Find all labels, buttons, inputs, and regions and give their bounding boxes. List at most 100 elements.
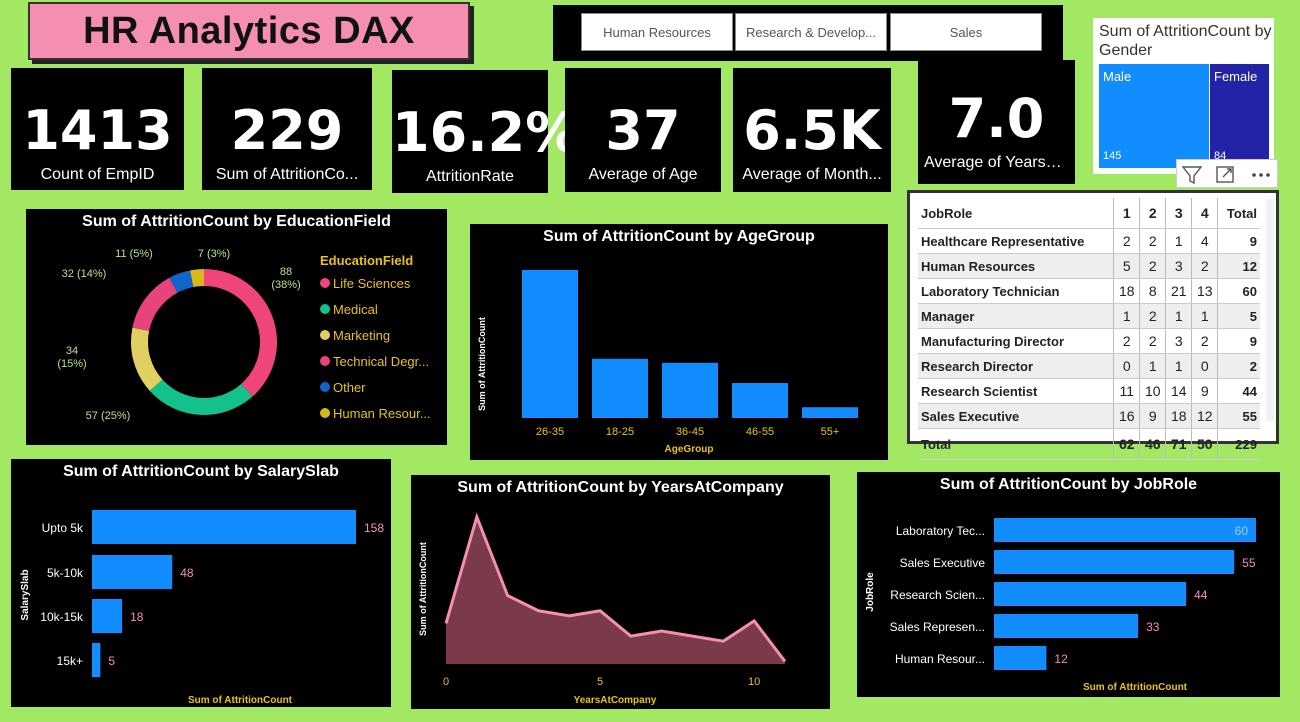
bar-data-label: 18 bbox=[130, 610, 144, 624]
matrix-cell: 2 bbox=[1191, 328, 1218, 354]
salaryslab-chart: Sum of AttritionCount by SalarySlab 158 U… bbox=[11, 459, 391, 707]
matrix-cell: 55 bbox=[1217, 403, 1260, 429]
donut-data-label: 88 (38%) bbox=[271, 266, 300, 291]
area-fill bbox=[446, 517, 785, 664]
gender-tile-female[interactable]: Female 84 bbox=[1210, 64, 1269, 168]
gender-chart-title: Sum of AttritionCount by Gender bbox=[1099, 23, 1272, 59]
y-tick-label: Upto 5k bbox=[42, 521, 84, 535]
slicer-button-human-resources[interactable]: Human Resources bbox=[581, 13, 733, 51]
jobrole-bar bbox=[994, 646, 1047, 670]
age-bar bbox=[662, 362, 718, 418]
matrix-cell: 2 bbox=[1191, 253, 1218, 279]
matrix-cell: 46 bbox=[1139, 428, 1166, 460]
years-at-company-chart: Sum of AttritionCount by YearsAtCompany … bbox=[411, 475, 830, 709]
matrix-row[interactable]: Laboratory Technician 18 8 21 13 60 bbox=[918, 278, 1260, 304]
bar-data-label: 12 bbox=[1054, 652, 1068, 666]
salaryslab-bar-svg: 158 Upto 5k 48 5k-10k 18 10k-15k 5 15k+ Sum of A… bbox=[20, 510, 384, 706]
kpi-card-average-years: 7.0 Average of YearsA... bbox=[918, 60, 1075, 184]
age-bar bbox=[522, 270, 578, 418]
matrix-cell: 11 bbox=[1113, 378, 1140, 404]
matrix-cell: 16 bbox=[1113, 403, 1140, 429]
visual-header-toolbar bbox=[1176, 159, 1278, 188]
bar-data-label: 60 bbox=[1235, 524, 1249, 538]
age-bar bbox=[592, 358, 648, 418]
y-tick-label: 10k-15k bbox=[40, 610, 84, 624]
matrix-cell: 1 bbox=[1165, 353, 1192, 379]
donut-slice bbox=[204, 269, 277, 397]
matrix-cell: 2 bbox=[1113, 328, 1140, 354]
matrix-cell: 62 bbox=[1113, 428, 1140, 460]
bar-data-label: 158 bbox=[364, 521, 384, 535]
kpi-card-average-monthly-income: 6.5K Average of Month... bbox=[733, 68, 891, 192]
matrix-scrollbar[interactable] bbox=[1266, 199, 1274, 421]
jobrole-bar-svg: 60 Laboratory Tec... 55 Sales Executive 44 Re… bbox=[865, 518, 1256, 693]
x-tick-label: 10 bbox=[748, 676, 760, 688]
matrix-cell: 0 bbox=[1113, 353, 1140, 379]
matrix-cell: 5 bbox=[1113, 253, 1140, 279]
matrix-row-header: JobRole bbox=[918, 198, 1114, 229]
jobrole-chart-title: Sum of AttritionCount by JobRole bbox=[939, 476, 1198, 493]
jobrole-bar bbox=[994, 550, 1235, 574]
matrix-cell: 18 bbox=[1165, 403, 1192, 429]
donut-slice bbox=[169, 270, 194, 293]
matrix-cell: 5 bbox=[1217, 303, 1260, 329]
age-bar bbox=[802, 407, 858, 418]
x-axis-label: Sum of AttritionCount bbox=[1083, 682, 1188, 693]
slicer-button-sales[interactable]: Sales bbox=[890, 13, 1042, 51]
matrix-row[interactable]: Research Director 0 1 1 0 2 bbox=[918, 353, 1260, 379]
donut-slice bbox=[149, 379, 253, 415]
matrix-header-row[interactable]: JobRole 1 2 3 4 Total bbox=[918, 198, 1260, 229]
matrix-total-row[interactable]: Total 62 46 71 50 229 bbox=[918, 428, 1260, 460]
y-tick-label: Sales Represen... bbox=[890, 620, 985, 634]
legend-marker bbox=[320, 356, 330, 366]
x-tick-label: 46-55 bbox=[746, 426, 774, 438]
legend-marker bbox=[320, 330, 330, 340]
years-area-svg: 0 5 10 YearsAtCompany Sum of AttritionCount bbox=[418, 512, 787, 706]
gender-tile-male[interactable]: Male 145 bbox=[1099, 64, 1209, 168]
matrix-cell: 12 bbox=[1217, 253, 1260, 279]
matrix-cell: 71 bbox=[1165, 428, 1192, 460]
salary-bar bbox=[92, 599, 123, 633]
matrix-cell: 60 bbox=[1217, 278, 1260, 304]
kpi-label: Sum of AttritionCo... bbox=[215, 166, 359, 183]
matrix-cell: 9 bbox=[1139, 403, 1166, 429]
donut-data-label: 34 (15%) bbox=[57, 345, 86, 370]
donut-data-label: 11 (5%) bbox=[115, 248, 153, 260]
x-tick-label: 36-45 bbox=[676, 426, 704, 438]
matrix-cell: 2 bbox=[1139, 228, 1166, 254]
slicer-button-research-development[interactable]: Research & Develop... bbox=[735, 13, 887, 51]
kpi-label: Average of Age bbox=[588, 166, 698, 183]
matrix-row[interactable]: Manufacturing Director 2 2 3 2 9 bbox=[918, 328, 1260, 354]
donut-slice bbox=[132, 277, 178, 331]
more-options-icon[interactable] bbox=[1252, 173, 1270, 177]
department-slicer: Human Resources Research & Develop... Sa… bbox=[553, 5, 1063, 61]
y-tick-label: 5k-10k bbox=[47, 566, 84, 580]
kpi-value: 7.0 bbox=[948, 87, 1045, 150]
x-tick-label: 26-35 bbox=[536, 426, 564, 438]
bar-data-label: 44 bbox=[1194, 588, 1208, 602]
legend-item: Medical bbox=[333, 302, 378, 317]
x-tick-label: 5 bbox=[597, 676, 603, 688]
matrix-row[interactable]: Human Resources 5 2 3 2 12 bbox=[918, 253, 1260, 279]
matrix-row[interactable]: Healthcare Representative 2 2 1 4 9 bbox=[918, 228, 1260, 254]
y-axis-label: SalarySlab bbox=[20, 569, 31, 620]
matrix-cell: 2 bbox=[1217, 353, 1260, 379]
matrix-cell: 4 bbox=[1191, 228, 1218, 254]
filter-icon[interactable] bbox=[1181, 166, 1203, 185]
jobrole-matrix-table: JobRole 1 2 3 4 Total Healthcare Representativ… bbox=[918, 198, 1260, 460]
matrix-cell: 13 bbox=[1191, 278, 1218, 304]
bar-data-label: 48 bbox=[180, 566, 194, 580]
x-tick-label: 55+ bbox=[821, 426, 840, 438]
matrix-row-header: Healthcare Representative bbox=[918, 228, 1114, 254]
education-donut-svg: 88 (38%) 57 (25%) 34 (15%) 32 (14%) 11 (5%) 7 (… bbox=[57, 248, 430, 422]
focus-mode-icon[interactable] bbox=[1216, 166, 1234, 183]
matrix-row[interactable]: Research Scientist 11 10 14 9 44 bbox=[918, 378, 1260, 404]
gender-male-value: 145 bbox=[1103, 150, 1122, 162]
kpi-label: Count of EmpID bbox=[40, 166, 155, 183]
gender-female-label: Female bbox=[1214, 69, 1258, 84]
matrix-row[interactable]: Sales Executive 16 9 18 12 55 bbox=[918, 403, 1260, 429]
matrix-row[interactable]: Manager 1 2 1 1 5 bbox=[918, 303, 1260, 329]
donut-data-label: 32 (14%) bbox=[62, 268, 107, 280]
donut-slice bbox=[131, 327, 163, 391]
matrix-cell: 1 bbox=[1165, 228, 1192, 254]
